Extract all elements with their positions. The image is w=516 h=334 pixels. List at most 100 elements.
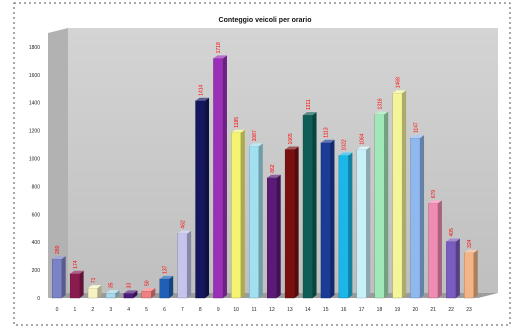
x-tick-label: 21 — [430, 307, 436, 313]
bar — [284, 146, 299, 299]
bar — [123, 290, 138, 299]
bar-front — [428, 203, 439, 299]
bar — [410, 135, 425, 299]
bar-top — [52, 255, 66, 259]
bar-side — [455, 238, 460, 298]
y-tick-label: 1200 — [29, 129, 40, 135]
bar-front — [141, 290, 152, 299]
y-tick-label: 800 — [32, 184, 41, 190]
value-label: 324 — [467, 239, 473, 248]
value-label: 1311 — [306, 99, 312, 110]
bar-front — [87, 287, 98, 299]
bar — [69, 270, 84, 299]
bar — [392, 90, 407, 299]
bar-side — [240, 129, 245, 298]
bar-top — [338, 152, 353, 156]
bar-top — [105, 290, 120, 294]
x-axis: 0 1 2 3 4 5 6 7 8 9 10 11 12 13 14 15 16 17 18 19 20 21 22 23 — [56, 307, 472, 313]
x-tick-label: 2 — [91, 307, 94, 313]
x-tick-label: 17 — [359, 307, 365, 313]
bar-side — [133, 290, 138, 298]
bar-front — [177, 233, 188, 299]
bar-side — [97, 285, 102, 298]
bar — [159, 275, 174, 299]
bar-top — [410, 135, 425, 139]
value-label: 1414 — [198, 84, 204, 95]
bar-top — [446, 238, 460, 242]
value-label: 174 — [73, 260, 79, 269]
bar-front — [320, 142, 331, 299]
bar — [446, 238, 460, 299]
x-tick-label: 13 — [287, 307, 293, 313]
bar-front — [123, 293, 134, 299]
bar-front — [69, 273, 80, 299]
bar — [302, 112, 317, 299]
bar — [267, 174, 281, 299]
bar-front — [338, 155, 349, 299]
bar — [249, 143, 263, 299]
bar-side — [115, 290, 120, 298]
bar-side — [79, 270, 84, 298]
bar-side — [205, 97, 210, 298]
bar-side — [366, 146, 371, 298]
bar — [356, 146, 371, 299]
bar-top — [159, 275, 174, 279]
value-label: 862 — [270, 164, 276, 173]
bar-side — [348, 152, 353, 298]
bar-side — [402, 90, 407, 299]
y-tick-label: 600 — [32, 212, 41, 218]
value-label: 35 — [109, 282, 115, 288]
bar-front — [52, 258, 62, 299]
bar — [52, 255, 66, 299]
x-tick-label: 11 — [251, 307, 256, 313]
bar-top — [213, 55, 227, 59]
y-axis: 0 200 400 600 800 1000 1200 1400 1600 1800 — [29, 45, 40, 302]
x-tick-label: 1 — [73, 307, 76, 313]
bar-top — [303, 112, 317, 116]
bar-side — [222, 55, 227, 298]
value-label: 1064 — [360, 133, 366, 144]
bar-top — [249, 143, 263, 147]
x-tick-label: 20 — [413, 307, 419, 313]
bar-side — [312, 112, 317, 299]
bar-top — [374, 111, 389, 115]
y-tick-label: 1400 — [29, 101, 40, 107]
plot-background — [68, 28, 498, 293]
bar-side — [294, 146, 299, 298]
bar — [213, 55, 227, 299]
bar — [87, 285, 102, 299]
value-label: 1022 — [342, 139, 348, 150]
bar-front — [392, 93, 403, 299]
bar-front — [231, 132, 242, 299]
x-tick-label: 16 — [341, 307, 347, 313]
bar — [105, 290, 120, 299]
bar-side — [61, 255, 66, 298]
value-label: 679 — [431, 190, 437, 199]
bar-top — [392, 90, 407, 94]
plot-side-wall — [48, 28, 68, 298]
bar — [428, 200, 442, 299]
value-label: 1718 — [216, 42, 222, 53]
bar-side — [384, 111, 389, 298]
chart-title: Conteggio veicoli per orario — [219, 17, 312, 24]
x-tick-label: 14 — [305, 307, 311, 313]
value-label: 71 — [91, 277, 97, 283]
x-tick-label: 9 — [217, 307, 220, 313]
value-label: 1468 — [395, 77, 401, 88]
bar-top — [267, 174, 281, 178]
frame-border — [13, 2, 511, 326]
bar-front — [249, 146, 259, 299]
x-tick-label: 19 — [395, 307, 401, 313]
bar-front — [446, 241, 457, 299]
bar-front — [105, 292, 116, 299]
bars — [52, 55, 478, 299]
x-tick-label: 0 — [56, 307, 59, 313]
bar — [464, 249, 478, 299]
bar — [374, 111, 389, 299]
bar-front — [464, 252, 474, 299]
bar-top — [285, 146, 299, 150]
bar-top — [428, 200, 442, 204]
bar-top — [231, 129, 245, 133]
bar-side — [151, 288, 156, 298]
